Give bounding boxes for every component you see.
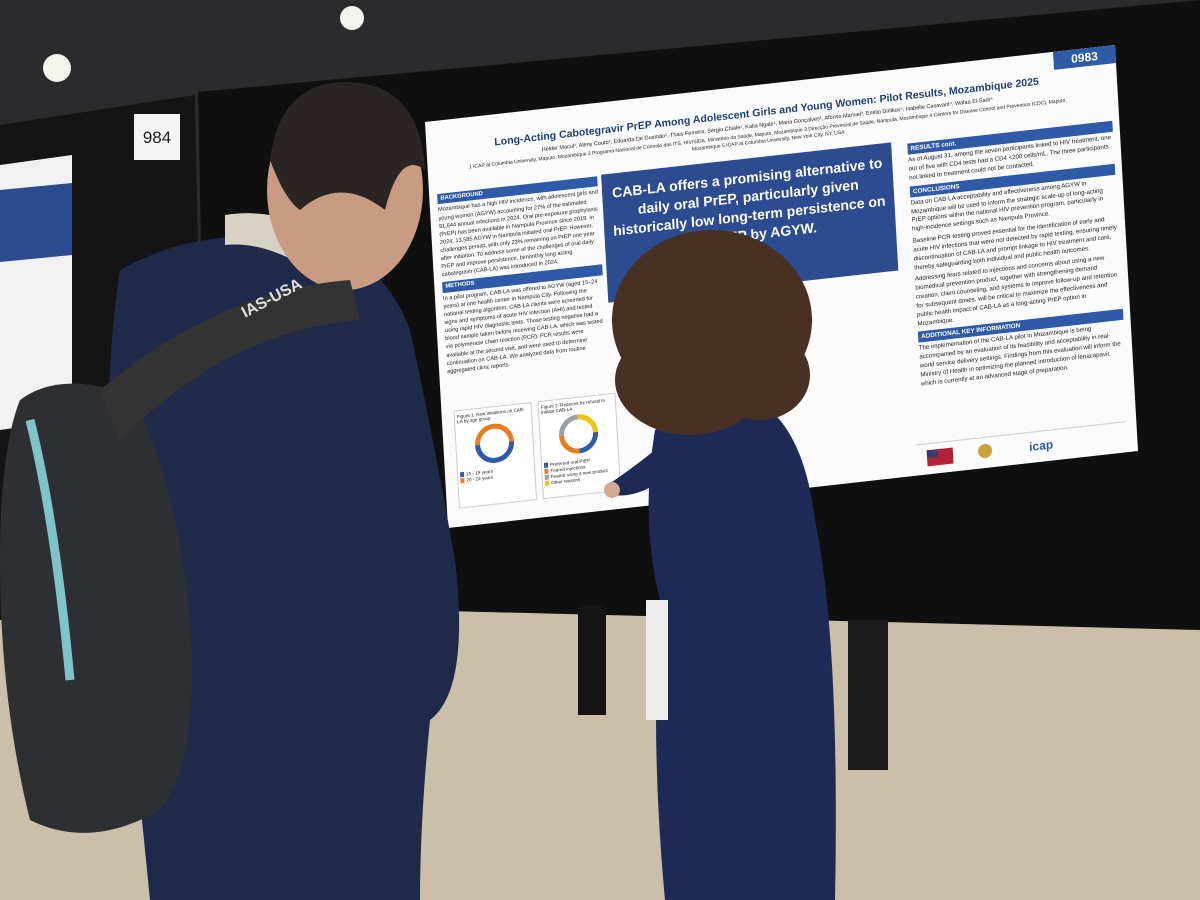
donut — [559, 414, 599, 454]
icap-logo: icap — [1029, 437, 1054, 454]
poster: 0983 Long-Acting Cabotegravir PrEP Among… — [425, 44, 1139, 528]
logos: icap — [926, 437, 1054, 467]
booth-sign — [134, 114, 180, 160]
right-column: RESULTS cont. As of August 31, among the … — [907, 118, 1126, 392]
section-text: Mozambique has a high HIV incidence, wit… — [437, 189, 599, 279]
figures: Figure 1. New initiations on CAB-LA by a… — [425, 45, 1115, 509]
donut-ring — [475, 423, 515, 463]
floor — [0, 590, 1200, 900]
donut-ring — [559, 414, 599, 454]
light — [43, 54, 71, 82]
left-poster-box — [0, 183, 72, 262]
logo-strip: icap — [916, 421, 1128, 472]
figure: Figure 1. New initiations on CAB-LA by a… — [453, 401, 537, 509]
left-column: BACKGROUND Mozambique has a high HIV inci… — [437, 173, 608, 379]
emblem — [978, 443, 993, 459]
flag-canton — [926, 449, 939, 459]
donut-ring — [559, 414, 599, 454]
donut — [475, 423, 515, 463]
section-text: In a pilot program, CAB-LA was offered t… — [442, 278, 603, 375]
highlight-box: CAB-LA offers a promising alternative to… — [601, 142, 899, 303]
figure: Figure 2. Reasons for refusal to initiat… — [537, 392, 621, 500]
donut-ring — [559, 414, 599, 454]
light — [340, 6, 364, 30]
booth-number: 984 — [143, 128, 171, 147]
